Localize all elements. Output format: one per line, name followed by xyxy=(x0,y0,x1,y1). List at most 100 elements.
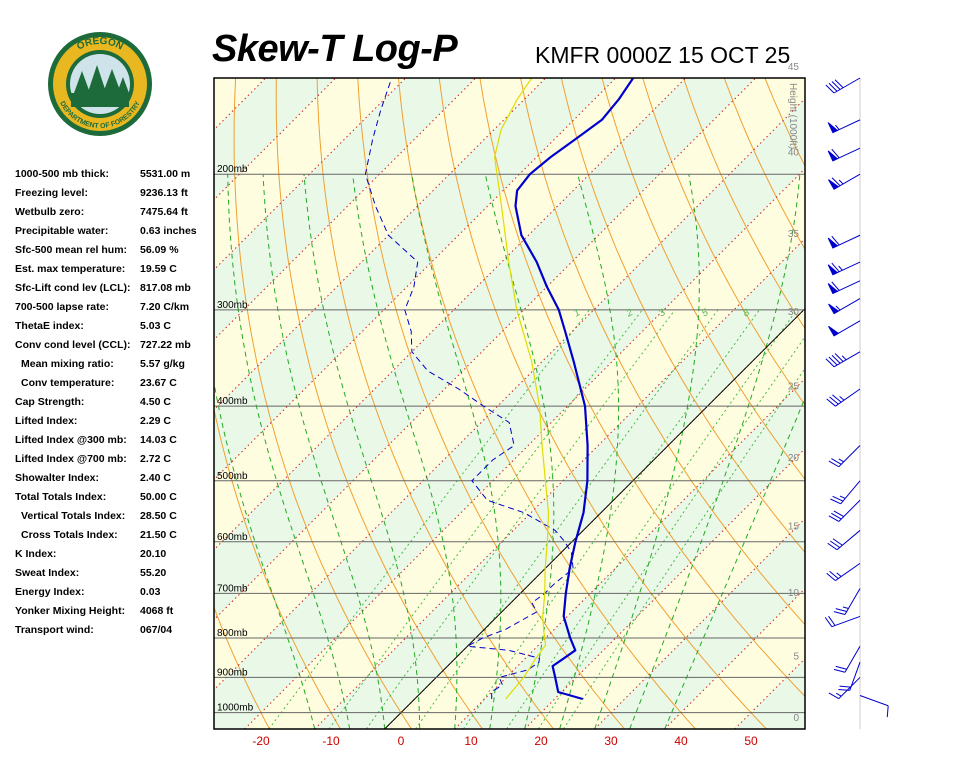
wind-barb-half-feather xyxy=(835,124,840,130)
wind-barb-half-feather xyxy=(835,305,841,311)
dry-adiabat xyxy=(49,78,128,729)
stat-value: 0.03 xyxy=(140,586,161,598)
isotherm xyxy=(594,517,805,729)
stat-label: Lifted Index: xyxy=(15,415,78,427)
isotherm xyxy=(314,237,805,729)
height-tick-label: 45 xyxy=(788,62,800,73)
isotherm xyxy=(214,78,547,411)
stat-label: Conv temperature: xyxy=(21,377,115,389)
wind-barb xyxy=(825,77,861,94)
isotherm xyxy=(244,167,805,729)
wind-barb xyxy=(827,147,861,162)
stat-value: 0.63 inches xyxy=(140,225,197,237)
isotherm xyxy=(214,78,757,621)
stat-value: 067/04 xyxy=(140,624,173,636)
wind-barb-feather xyxy=(831,177,841,187)
temperature-band xyxy=(214,78,805,690)
mixing-ratio-label: 8 xyxy=(741,307,752,320)
wind-barb-feather xyxy=(825,84,835,94)
wind-barb-feather xyxy=(828,82,838,92)
wind-barb-feather xyxy=(828,356,838,366)
parcel-path xyxy=(494,78,550,700)
pressure-label: 600mb xyxy=(217,532,248,543)
pressure-label: 400mb xyxy=(217,396,248,407)
wind-barb-staff xyxy=(838,445,861,468)
wind-barb-pennant xyxy=(827,150,839,162)
wind-barb xyxy=(833,646,861,673)
wind-barb xyxy=(830,480,861,505)
wind-barb-feather xyxy=(886,705,889,718)
wind-barb-feather xyxy=(834,353,844,362)
stat-label: Precipitable water: xyxy=(15,225,109,237)
stat-value: 5.03 C xyxy=(140,320,171,332)
wind-barb xyxy=(828,320,861,337)
wind-barb-feather xyxy=(839,685,851,688)
wind-barb-staff xyxy=(833,77,861,94)
stat-value: 817.08 mb xyxy=(140,282,191,294)
mixing-ratio-label: 5 xyxy=(700,307,711,320)
stat-label: Sfc-500 mean rel hum: xyxy=(15,244,128,256)
wind-barb xyxy=(825,351,861,368)
wind-barb-staff xyxy=(835,388,861,407)
isotherm xyxy=(214,78,617,481)
wind-barb-staff xyxy=(844,588,861,615)
moist-adiabat xyxy=(594,174,700,729)
dry-adiabat xyxy=(928,78,960,729)
wind-barb xyxy=(828,677,861,700)
wind-barb xyxy=(838,662,861,691)
wind-barb-half-feather xyxy=(839,396,845,401)
wind-barb-feather xyxy=(828,515,840,522)
moist-adiabat xyxy=(352,174,458,729)
x-tick-label: 30 xyxy=(604,734,618,748)
plot-area xyxy=(49,78,960,729)
wind-barb xyxy=(827,261,861,276)
wind-barb-pennant xyxy=(828,325,840,337)
stat-value: 4.50 C xyxy=(140,396,171,408)
wind-barb xyxy=(826,388,861,407)
stat-label: Vertical Totals Index: xyxy=(21,510,126,522)
height-tick-label: 30 xyxy=(788,307,800,318)
moist-adiabat xyxy=(214,380,316,729)
dry-adiabat xyxy=(846,78,960,729)
wind-barb-feather xyxy=(829,396,839,405)
x-tick-label: 40 xyxy=(674,734,688,748)
height-axis-title: Height (1000ft) xyxy=(787,83,798,149)
temperature-profile xyxy=(514,78,635,701)
mixing-ratio-line xyxy=(328,309,643,729)
pressure-label: 1000mb xyxy=(217,703,254,714)
pressure-label: 300mb xyxy=(217,300,248,311)
wind-barb-staff xyxy=(831,615,861,628)
stat-value: 7475.64 ft xyxy=(140,206,188,218)
mixing-ratio-label: 3 xyxy=(657,307,668,320)
stat-label: Cap Strength: xyxy=(15,396,85,408)
wind-barb xyxy=(828,298,861,315)
stat-value: 14.03 C xyxy=(140,434,177,446)
stat-value: 5.57 g/kg xyxy=(140,358,185,370)
stat-label: Lifted Index @300 mb: xyxy=(15,434,127,446)
stat-label: Transport wind: xyxy=(15,624,94,636)
stat-value: 50.00 C xyxy=(140,491,177,503)
wind-barb-pennant xyxy=(828,179,840,190)
stat-label: Mean mixing ratio: xyxy=(21,358,114,370)
plot-frame xyxy=(213,77,806,730)
wind-barb xyxy=(827,119,861,134)
wind-barb-staff xyxy=(836,530,861,551)
wind-barb-half-feather xyxy=(838,265,843,271)
wind-barb-half-feather xyxy=(841,355,847,361)
height-tick-label: 25 xyxy=(788,381,800,392)
x-tick-label: -10 xyxy=(322,734,340,748)
mixing-ratio-label: 2 xyxy=(624,307,636,320)
wind-barb-feather xyxy=(825,358,835,368)
wind-barb-staff xyxy=(835,562,861,581)
wind-barb-feather xyxy=(827,542,838,551)
pressure-label: 500mb xyxy=(217,471,248,482)
wind-barb-feather xyxy=(835,665,847,670)
wind-barb-feather xyxy=(833,510,844,517)
wind-barb-feather xyxy=(829,570,839,579)
stat-label: Sweat Index: xyxy=(15,567,80,579)
wind-barb-feather xyxy=(831,148,840,159)
pressure-label: 700mb xyxy=(217,583,248,594)
isotherm xyxy=(214,78,687,551)
wind-barb-feather xyxy=(824,617,833,627)
wind-barb xyxy=(824,615,861,628)
